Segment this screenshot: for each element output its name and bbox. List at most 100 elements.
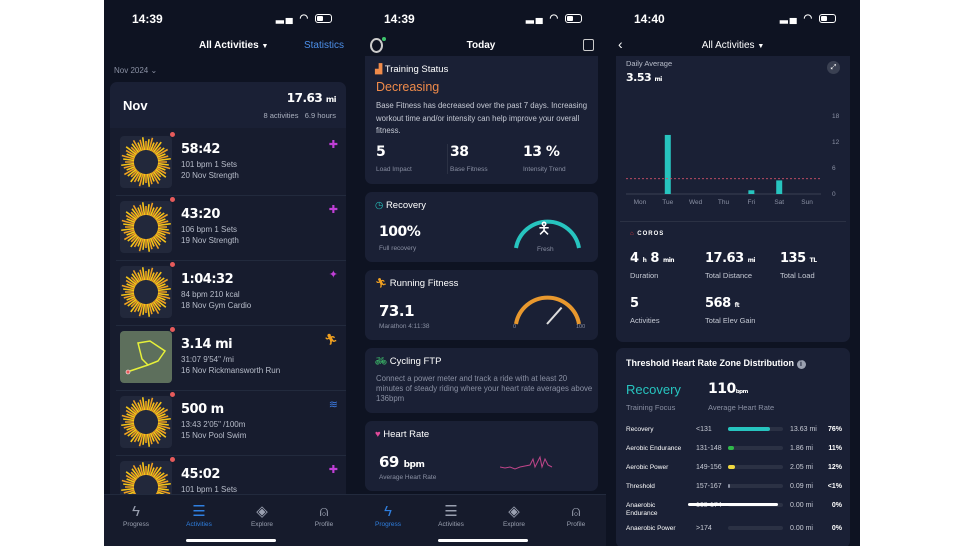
activity-list-item[interactable]: 43:20 106 bpm 1 Sets 19 Nov Strength ✚: [116, 197, 346, 261]
unread-dot: [170, 262, 175, 267]
unread-dot: [170, 197, 175, 202]
metric-value: 5: [376, 144, 386, 160]
stat-value: 568 ft: [705, 296, 740, 311]
activity-filter-dropdown[interactable]: All Activities ▼: [701, 40, 765, 51]
caret-down-icon: ▼: [261, 43, 269, 50]
activity-list-item[interactable]: 1:04:32 84 bpm 210 kcal 18 Nov Gym Cardi…: [116, 262, 346, 326]
activities-screen: 14:39 ▂▄ ◠ All Activities ▼ Statistics No…: [104, 0, 356, 546]
tab-progress[interactable]: ϟ Progress: [358, 503, 418, 528]
tab-explore[interactable]: ◈ Explore: [484, 503, 544, 528]
metric-label: Base Fitness: [450, 166, 488, 173]
cycling-ftp-card[interactable]: 🚲︎ Cycling FTP Connect a power meter and…: [365, 348, 598, 413]
month-selector[interactable]: Nov 2024 ⌄: [114, 66, 158, 75]
stat-label: Activities: [630, 316, 660, 325]
person-icon: ⍝: [319, 503, 329, 520]
metric-label: Intensity Trend: [523, 166, 566, 173]
back-button[interactable]: ‹: [618, 36, 623, 52]
gym-cardio-icon: ✦: [328, 269, 338, 281]
progress-icon: ϟ: [132, 503, 140, 520]
statistics-screen: 14:40 ▂▄ ◠ ‹ All Activities ▼ Daily Avera…: [606, 0, 860, 546]
stat-value: 135 TL: [780, 251, 817, 266]
expand-button[interactable]: ⤢: [827, 61, 840, 74]
training-status-card[interactable]: ▟ Training Status Decreasing Base Fitnes…: [365, 56, 598, 184]
stat-value: 4 h 8 min: [630, 251, 675, 266]
tab-activities[interactable]: ☰ Activities: [421, 503, 481, 528]
tab-bar: ϟ Progress ☰ Activities ◈ Explore ⍝ Profile: [356, 494, 606, 546]
bar-tue: [664, 134, 671, 194]
info-icon[interactable]: i: [796, 360, 806, 369]
activity-list-item[interactable]: 3.14 mi 31:07 9'54" /mi 16 Nov Rickmansw…: [116, 327, 346, 391]
zone-row: Threshold 157-167 0.09 mi <1%: [626, 483, 842, 490]
zone-distribution-card: Threshold Heart Rate Zone Distribution i…: [616, 348, 850, 546]
signal-wifi-battery-icon: ▂▄ ◠: [780, 13, 836, 24]
heart-icon: ♥: [375, 429, 381, 440]
bar-sat: [776, 180, 783, 194]
y-tick-label: 6: [832, 165, 836, 172]
zone-row: Recovery <131 13.63 mi 76%: [626, 426, 842, 433]
zone-bar-fill: [728, 446, 735, 450]
compass-icon: ◈: [508, 503, 520, 520]
zone-bar: [728, 446, 783, 450]
compass-icon: ◈: [256, 503, 268, 520]
x-tick-label: Tue: [662, 199, 673, 206]
runner-icon: 🏃︎: [375, 278, 388, 289]
metric-value: 13 %: [523, 144, 560, 160]
strength-icon: ✚: [328, 139, 338, 151]
heart-rate-card[interactable]: ♥ Heart Rate 69 bpm Average Heart Rate: [365, 421, 598, 491]
statistics-link[interactable]: Statistics: [303, 40, 344, 51]
recovery-gauge: [514, 219, 581, 249]
tab-progress[interactable]: ϟ Progress: [106, 503, 166, 528]
list-icon: ☰: [192, 503, 206, 520]
distance-chart-card: Daily Average 3.53 mi ⤢ 18 12 6 0 Mon Tue Wed T…: [616, 56, 850, 342]
unread-dot: [170, 132, 175, 137]
tab-activities[interactable]: ☰ Activities: [169, 503, 229, 528]
x-tick-label: Sat: [774, 199, 784, 206]
unread-dot: [170, 457, 175, 462]
coros-logo: ⌂ COROS: [630, 231, 665, 237]
zone-bar-fill: [728, 484, 731, 488]
activity-heart-rate-ring: [120, 201, 172, 253]
activity-list-item[interactable]: 58:42 101 bpm 1 Sets 20 Nov Strength ✚: [116, 132, 346, 196]
stat-label: Total Elev Gain: [705, 316, 756, 325]
watch-icon[interactable]: [370, 38, 383, 53]
progress-icon: ϟ: [384, 503, 392, 520]
zone-row: Aerobic Power 149-156 2.05 mi 12%: [626, 464, 842, 471]
route-map-thumbnail: [120, 331, 172, 383]
tab-profile[interactable]: ⍝ Profile: [546, 503, 606, 528]
activity-filter-dropdown[interactable]: All Activities ▼: [199, 40, 269, 51]
status-bar: 14:39 ▂▄ ◠: [356, 12, 606, 26]
x-tick-label: Mon: [634, 199, 647, 206]
unread-dot: [170, 392, 175, 397]
recovery-card[interactable]: ◷ Recovery 100% Full recovery 🯅 Fresh: [365, 192, 598, 262]
tab-bar: ϟ Progress ☰ Activities ◈ Explore ⍝ Profile: [104, 494, 356, 546]
zone-bar: [728, 484, 783, 488]
running-fitness-card[interactable]: 🏃︎ Running Fitness 73.1 Marathon 4:11:38…: [365, 270, 598, 340]
activity-list-item[interactable]: 500 m 13:43 2'05" /100m 15 Nov Pool Swim…: [116, 392, 346, 456]
connected-dot: [382, 37, 386, 41]
zone-bar-fill: [728, 427, 770, 431]
calendar-icon[interactable]: [583, 39, 594, 51]
running-fitness-gauge: [514, 295, 581, 325]
activity-heart-rate-ring: [120, 136, 172, 188]
person-icon: ⍝: [571, 503, 581, 520]
unread-dot: [170, 327, 175, 332]
zone-bar-fill: [728, 465, 735, 469]
y-tick-label: 0: [832, 191, 836, 198]
status-bar: 14:39 ▂▄ ◠: [104, 12, 356, 26]
heart-rate-sparkline: [500, 455, 553, 470]
trend-icon: ▟: [375, 64, 383, 75]
recovery-clock-icon: ◷: [375, 200, 384, 211]
metric-label: Load Impact: [376, 166, 412, 173]
fresh-person-icon: 🯅: [537, 221, 552, 238]
signal-wifi-battery-icon: ▂▄ ◠: [276, 13, 332, 24]
y-tick-label: 12: [832, 139, 840, 146]
x-tick-label: Thu: [718, 199, 730, 206]
home-indicator: [688, 503, 778, 506]
swim-icon: ≋: [328, 399, 338, 411]
tab-explore[interactable]: ◈ Explore: [232, 503, 292, 528]
daily-distance-chart: 18 12 6 0 Mon Tue Wed Thu Fri Sat Sun: [626, 113, 840, 206]
zone-row: Aerobic Endurance 131-148 1.86 mi 11%: [626, 445, 842, 452]
zone-bar: [728, 427, 783, 431]
home-indicator: [186, 539, 276, 542]
tab-profile[interactable]: ⍝ Profile: [294, 503, 354, 528]
